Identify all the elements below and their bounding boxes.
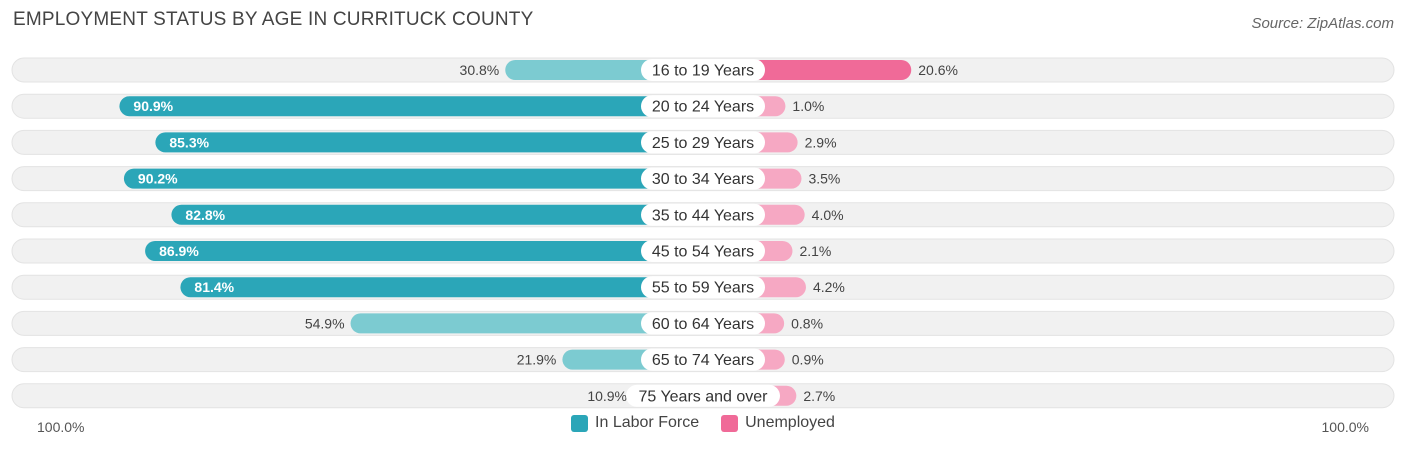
category-label-16-to-19-years: 16 to 19 Years (652, 63, 754, 80)
category-label-65-to-74-years: 65 to 74 Years (652, 352, 754, 369)
labor-force-bar-25-to-29-years (155, 132, 703, 153)
category-pill-45-to-54-years (641, 240, 765, 262)
labor-force-bar-35-to-44-years (171, 204, 703, 225)
unemployed-value-65-to-74-years: 0.9% (792, 352, 824, 368)
labor-force-value-75-years-and-over: 10.9% (587, 388, 627, 404)
labor-force-value-45-to-54-years: 86.9% (159, 243, 199, 259)
legend-swatch-unemployed (721, 414, 739, 432)
source-note: Source: ZipAtlas.com (1251, 15, 1394, 32)
category-pill-60-to-64-years (641, 312, 765, 335)
unemployed-value-25-to-29-years: 2.9% (805, 134, 837, 150)
labor-force-value-65-to-74-years: 21.9% (517, 352, 557, 368)
legend-swatch-labor-force (571, 414, 589, 432)
category-pill-30-to-34-years (641, 167, 765, 190)
labor-force-bar-45-to-54-years (145, 241, 704, 261)
legend-item-unemployed: Unemployed (721, 414, 835, 432)
legend-item-labor-force: In Labor Force (571, 414, 699, 432)
category-pill-55-to-59-years (641, 276, 765, 299)
labor-force-bar-20-to-24-years (119, 96, 703, 117)
category-label-25-to-29-years: 25 to 29 Years (652, 135, 754, 152)
category-pill-75-years-and-over (626, 384, 780, 407)
chart-title: EMPLOYMENT STATUS BY AGE IN CURRITUCK CO… (13, 9, 534, 30)
category-pill-35-to-44-years (641, 203, 765, 226)
labor-force-value-16-to-19-years: 30.8% (460, 62, 500, 78)
category-label-55-to-59-years: 55 to 59 Years (652, 280, 754, 297)
category-label-60-to-64-years: 60 to 64 Years (652, 316, 754, 333)
unemployed-value-75-years-and-over: 2.7% (803, 388, 835, 404)
category-label-30-to-34-years: 30 to 34 Years (652, 171, 754, 188)
category-pill-25-to-29-years (641, 131, 765, 154)
category-label-45-to-54-years: 45 to 54 Years (652, 244, 754, 261)
unemployed-value-60-to-64-years: 0.8% (791, 315, 823, 331)
category-pill-16-to-19-years (641, 59, 765, 81)
category-pill-65-to-74-years (641, 348, 765, 371)
unemployed-value-30-to-34-years: 3.5% (808, 171, 840, 187)
legend-label-labor-force: In Labor Force (595, 414, 700, 431)
legend: In Labor Force Unemployed (0, 414, 1406, 432)
axis-left-label: 100.0% (37, 419, 85, 435)
unemployed-value-20-to-24-years: 1.0% (792, 98, 824, 114)
labor-force-bar-55-to-59-years (180, 277, 704, 298)
category-label-35-to-44-years: 35 to 44 Years (652, 207, 754, 224)
labor-force-bar-60-to-64-years (350, 313, 703, 334)
labor-force-bar-30-to-34-years (123, 168, 703, 189)
category-pill-20-to-24-years (641, 95, 765, 118)
axis-right-label: 100.0% (1321, 419, 1369, 435)
unemployed-value-55-to-59-years: 4.2% (813, 279, 845, 295)
labor-force-value-60-to-64-years: 54.9% (305, 315, 345, 331)
unemployed-value-35-to-44-years: 4.0% (812, 207, 844, 223)
category-label-75-years-and-over: 75 Years and over (639, 388, 769, 405)
labor-force-value-35-to-44-years: 82.8% (185, 207, 225, 223)
unemployed-value-45-to-54-years: 2.1% (799, 243, 831, 259)
labor-force-value-30-to-34-years: 90.2% (138, 171, 178, 187)
labor-force-value-25-to-29-years: 85.3% (169, 134, 209, 150)
unemployed-value-16-to-19-years: 20.6% (918, 62, 958, 78)
category-label-20-to-24-years: 20 to 24 Years (652, 99, 754, 116)
legend-label-unemployed: Unemployed (745, 414, 835, 431)
labor-force-value-55-to-59-years: 81.4% (194, 279, 234, 295)
labor-force-value-20-to-24-years: 90.9% (133, 98, 173, 114)
